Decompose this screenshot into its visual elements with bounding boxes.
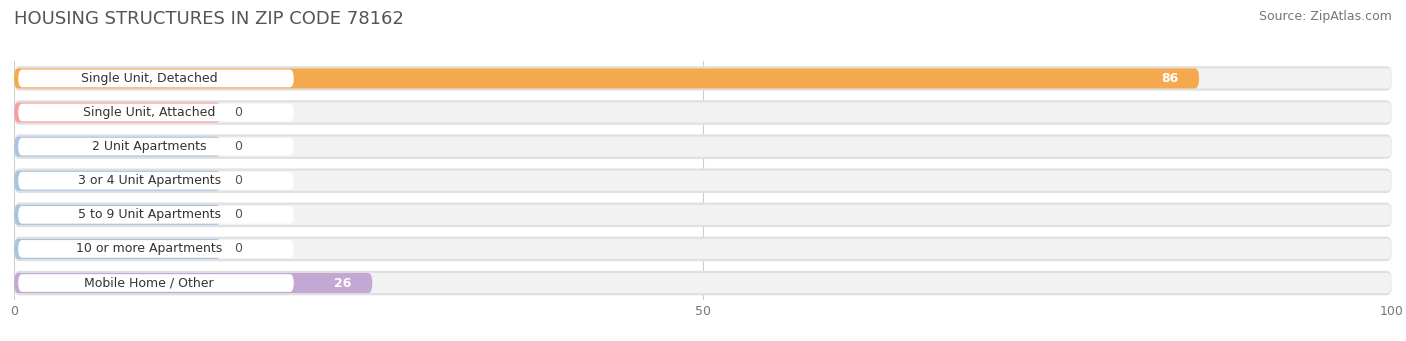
Text: 10 or more Apartments: 10 or more Apartments [76,242,222,255]
FancyBboxPatch shape [14,239,1392,259]
FancyBboxPatch shape [14,271,1392,295]
Text: 26: 26 [335,277,352,290]
FancyBboxPatch shape [14,134,1392,159]
Text: 2 Unit Apartments: 2 Unit Apartments [91,140,207,153]
FancyBboxPatch shape [14,136,1392,157]
FancyBboxPatch shape [14,205,221,225]
Text: Single Unit, Attached: Single Unit, Attached [83,106,215,119]
FancyBboxPatch shape [14,68,1199,89]
Text: HOUSING STRUCTURES IN ZIP CODE 78162: HOUSING STRUCTURES IN ZIP CODE 78162 [14,10,404,28]
FancyBboxPatch shape [14,273,373,293]
FancyBboxPatch shape [14,203,1392,227]
FancyBboxPatch shape [14,102,221,123]
Text: Source: ZipAtlas.com: Source: ZipAtlas.com [1258,10,1392,23]
FancyBboxPatch shape [14,168,1392,193]
Text: 0: 0 [235,174,242,187]
FancyBboxPatch shape [18,206,294,224]
Text: 0: 0 [235,242,242,255]
Text: 0: 0 [235,140,242,153]
FancyBboxPatch shape [18,104,294,121]
FancyBboxPatch shape [14,136,221,157]
Text: 86: 86 [1161,72,1178,85]
FancyBboxPatch shape [14,68,1392,89]
Text: 5 to 9 Unit Apartments: 5 to 9 Unit Apartments [77,208,221,221]
FancyBboxPatch shape [14,237,1392,261]
FancyBboxPatch shape [18,274,294,292]
FancyBboxPatch shape [14,100,1392,125]
FancyBboxPatch shape [18,240,294,258]
FancyBboxPatch shape [18,70,294,87]
FancyBboxPatch shape [14,102,1392,123]
FancyBboxPatch shape [14,273,1392,293]
Text: 3 or 4 Unit Apartments: 3 or 4 Unit Apartments [77,174,221,187]
Text: 0: 0 [235,208,242,221]
FancyBboxPatch shape [14,170,221,191]
FancyBboxPatch shape [14,66,1392,91]
FancyBboxPatch shape [18,172,294,190]
Text: 0: 0 [235,106,242,119]
FancyBboxPatch shape [14,205,1392,225]
Text: Mobile Home / Other: Mobile Home / Other [84,277,214,290]
FancyBboxPatch shape [18,138,294,155]
FancyBboxPatch shape [14,170,1392,191]
FancyBboxPatch shape [14,239,221,259]
Text: Single Unit, Detached: Single Unit, Detached [80,72,218,85]
